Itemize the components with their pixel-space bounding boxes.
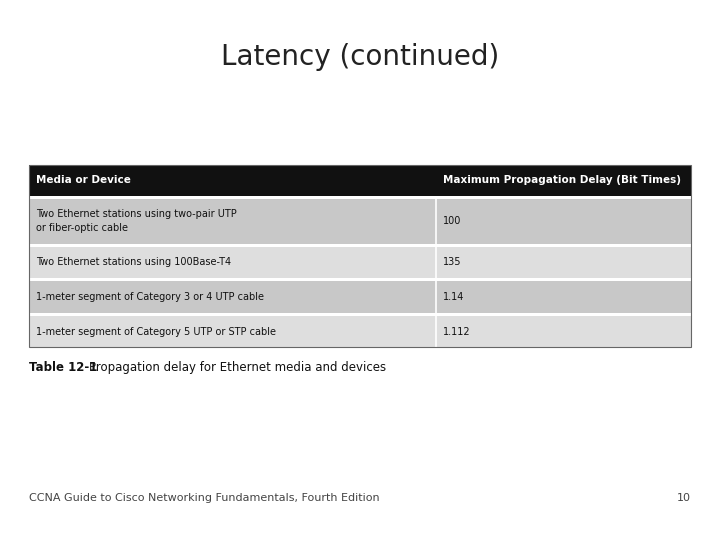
Text: Two Ethernet stations using 100Base-T4: Two Ethernet stations using 100Base-T4 bbox=[36, 258, 231, 267]
Text: Table 12-1: Table 12-1 bbox=[29, 361, 97, 374]
Text: 10: 10 bbox=[678, 493, 691, 503]
Text: CCNA Guide to Cisco Networking Fundamentals, Fourth Edition: CCNA Guide to Cisco Networking Fundament… bbox=[29, 493, 379, 503]
Bar bbox=[29, 199, 691, 244]
Text: 135: 135 bbox=[444, 258, 462, 267]
Bar bbox=[29, 316, 691, 347]
Bar bbox=[29, 278, 691, 281]
Text: Latency (continued): Latency (continued) bbox=[221, 43, 499, 71]
Text: 1.14: 1.14 bbox=[444, 292, 464, 302]
Text: 1-meter segment of Category 3 or 4 UTP cable: 1-meter segment of Category 3 or 4 UTP c… bbox=[36, 292, 264, 302]
Bar bbox=[29, 247, 691, 278]
Bar bbox=[29, 196, 691, 199]
Text: Propagation delay for Ethernet media and devices: Propagation delay for Ethernet media and… bbox=[89, 361, 386, 374]
Text: Media or Device: Media or Device bbox=[36, 176, 131, 185]
Bar bbox=[29, 313, 691, 316]
Text: Two Ethernet stations using two-pair UTP
or fiber-optic cable: Two Ethernet stations using two-pair UTP… bbox=[36, 210, 237, 233]
Text: 1-meter segment of Category 5 UTP or STP cable: 1-meter segment of Category 5 UTP or STP… bbox=[36, 327, 276, 336]
Bar bbox=[29, 244, 691, 247]
Text: 100: 100 bbox=[444, 217, 462, 226]
Bar bbox=[29, 165, 691, 347]
Text: 1.112: 1.112 bbox=[444, 327, 471, 336]
Bar bbox=[29, 281, 691, 313]
Text: Maximum Propagation Delay (Bit Times): Maximum Propagation Delay (Bit Times) bbox=[444, 176, 681, 185]
Bar bbox=[29, 165, 691, 196]
